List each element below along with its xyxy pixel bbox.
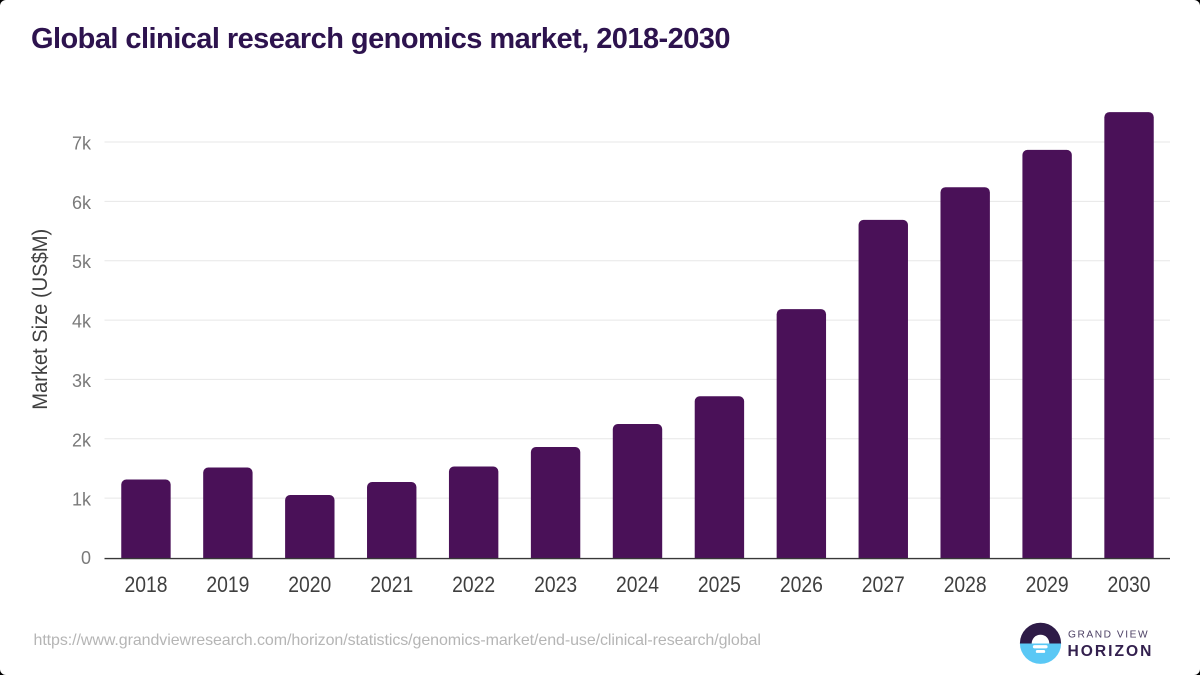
svg-text:6k: 6k xyxy=(72,193,92,213)
svg-text:2027: 2027 xyxy=(862,572,905,597)
svg-text:2018: 2018 xyxy=(124,572,167,597)
svg-text:1k: 1k xyxy=(72,490,92,510)
svg-text:7k: 7k xyxy=(72,134,92,154)
svg-text:GRAND VIEW: GRAND VIEW xyxy=(1068,630,1149,641)
svg-text:2019: 2019 xyxy=(206,572,249,597)
svg-text:2029: 2029 xyxy=(1026,572,1069,597)
svg-text:2023: 2023 xyxy=(534,572,577,597)
svg-text:2020: 2020 xyxy=(288,572,331,597)
svg-text:2024: 2024 xyxy=(616,572,659,597)
svg-text:2021: 2021 xyxy=(370,572,413,597)
svg-text:2025: 2025 xyxy=(698,572,741,597)
svg-text:2k: 2k xyxy=(72,430,92,450)
svg-text:3k: 3k xyxy=(72,371,92,391)
svg-text:2028: 2028 xyxy=(944,572,987,597)
svg-text:0: 0 xyxy=(81,548,91,568)
svg-text:4k: 4k xyxy=(72,312,92,332)
svg-text:2022: 2022 xyxy=(452,572,495,597)
svg-text:Market Size (US$M): Market Size (US$M) xyxy=(29,229,52,410)
svg-text:2030: 2030 xyxy=(1108,572,1151,597)
svg-text:HORIZON: HORIZON xyxy=(1068,643,1154,660)
svg-text:2026: 2026 xyxy=(780,572,823,597)
svg-text:5k: 5k xyxy=(72,252,92,272)
